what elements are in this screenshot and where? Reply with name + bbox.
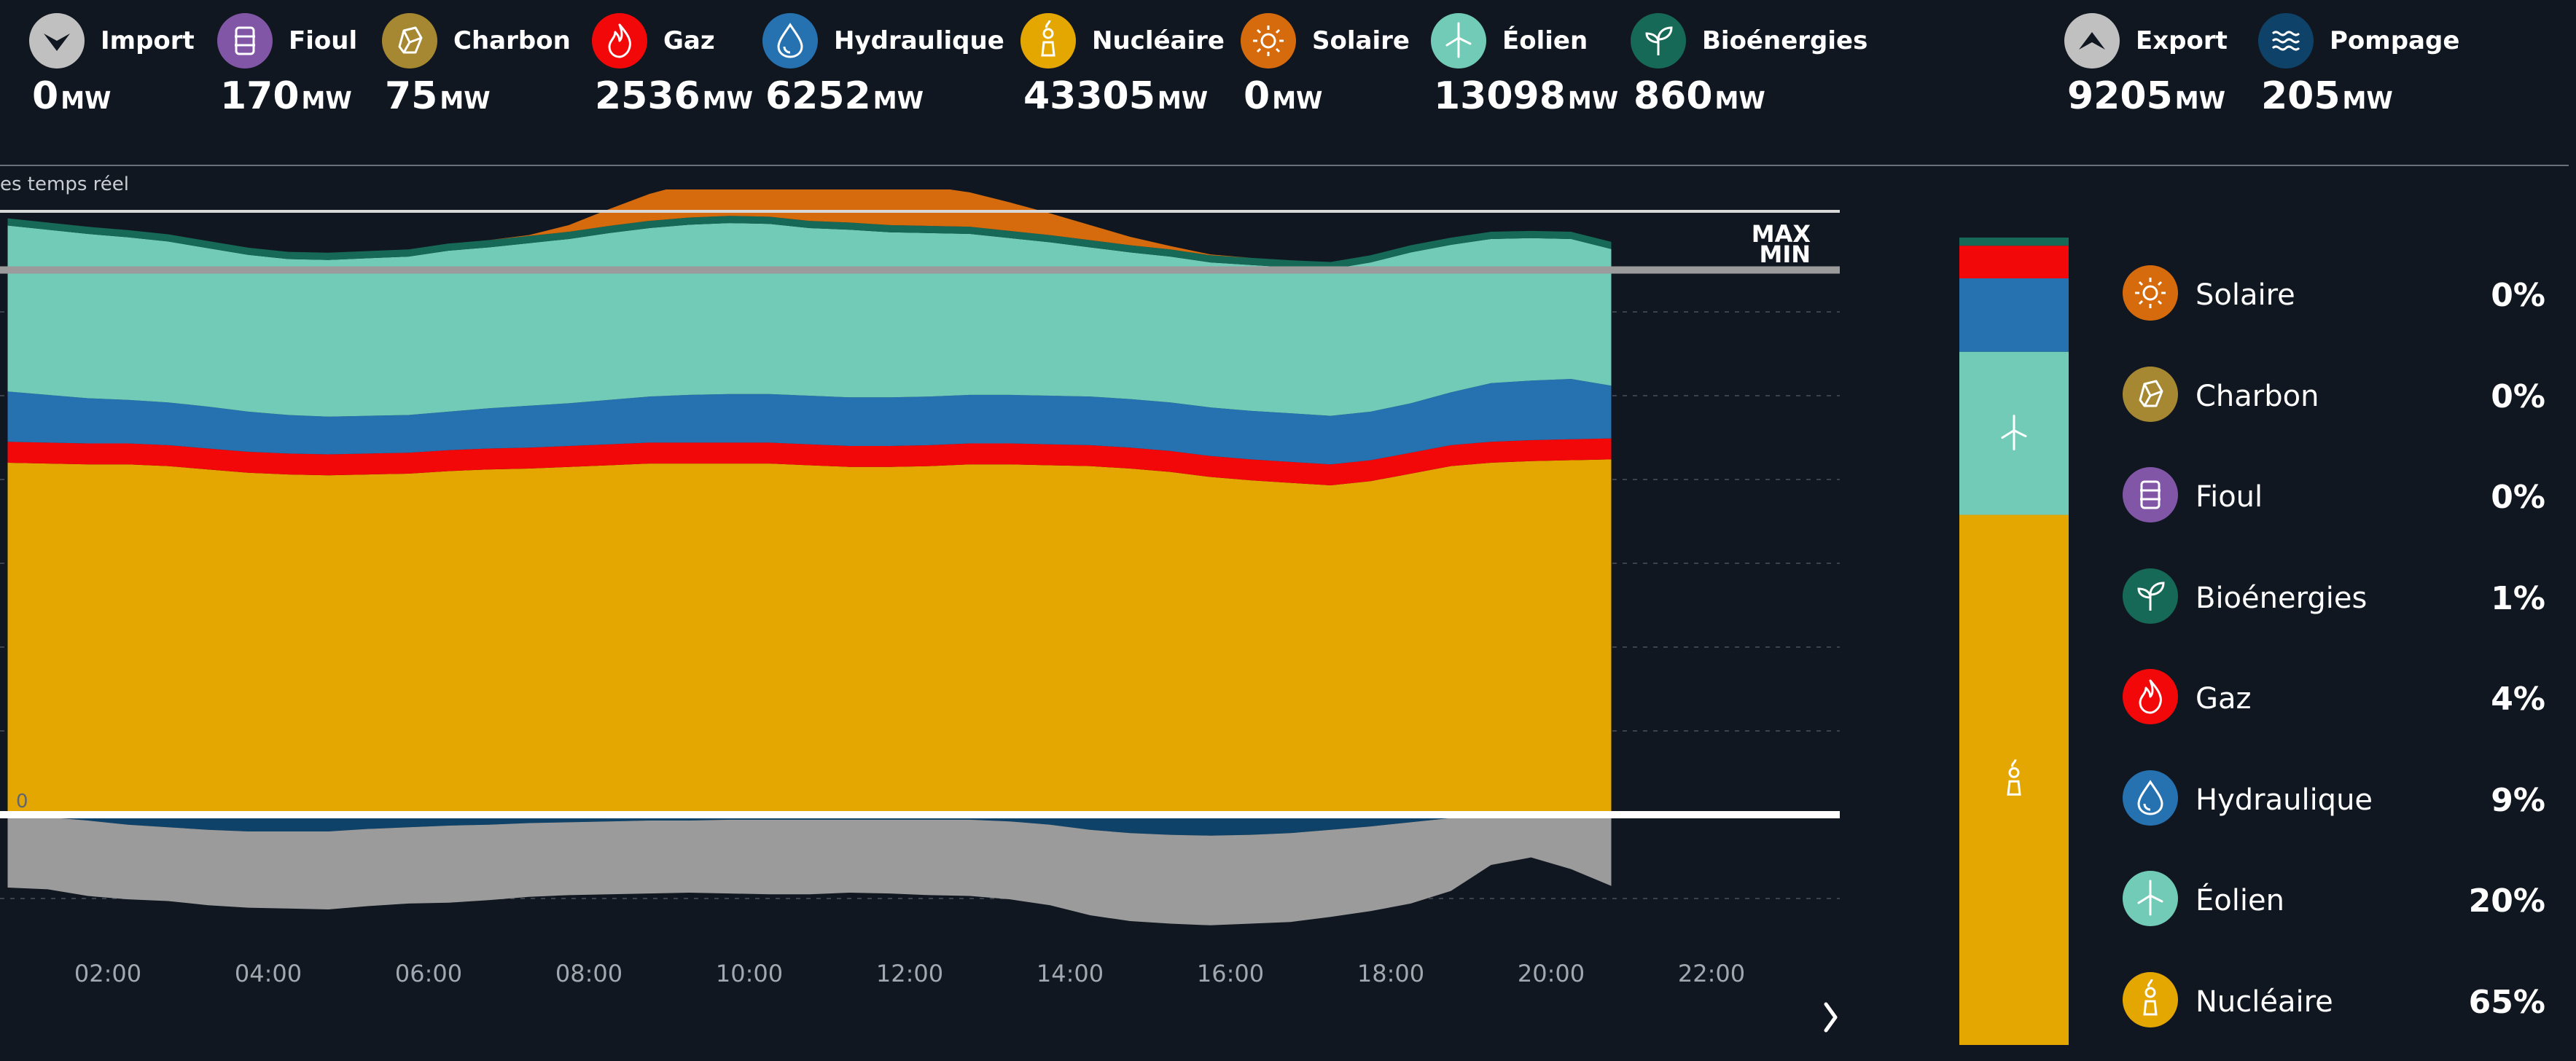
area-export (7, 816, 1612, 925)
x-tick-label: 22:00 (1678, 960, 1745, 987)
x-tick-label: 10:00 (716, 960, 783, 987)
coal-icon (382, 13, 437, 68)
legend-percent: 0% (2491, 479, 2545, 516)
x-tick-label: 06:00 (395, 960, 462, 987)
legend-item: Nucléaire 65% (2123, 962, 2545, 1038)
legend-percent: 1% (2491, 579, 2545, 617)
source-value: 75MW (385, 74, 491, 118)
mix-segment-bioénergies (1959, 238, 2069, 246)
flame-icon (592, 13, 647, 68)
mix-segment-nucléaire (1959, 514, 2069, 1045)
legend-name: Gaz (2196, 682, 2252, 716)
source-value: 0MW (1244, 74, 1323, 118)
legend-name: Hydraulique (2196, 783, 2373, 817)
legend-name: Éolien (2196, 884, 2284, 917)
nuclear-plant-icon (2007, 759, 2021, 796)
x-tick-label: 08:00 (555, 960, 622, 987)
area-pompage (7, 815, 1612, 836)
legend-percent: 0% (2491, 277, 2545, 314)
legend-item: Éolien 20% (2123, 861, 2545, 936)
legend-name: Solaire (2196, 278, 2295, 312)
x-tick-label: 16:00 (1197, 960, 1264, 987)
source-name: Export (2136, 26, 2228, 55)
chevron-down-icon (29, 13, 85, 68)
header-separator (0, 165, 2569, 166)
waves-icon (2258, 13, 2314, 68)
source-name: Bioénergies (1702, 26, 1868, 55)
source-value: 9205MW (2067, 74, 2225, 118)
legend-item: Charbon 0% (2123, 356, 2545, 432)
source-name: Charbon (453, 26, 571, 55)
source-value: 13098MW (1434, 74, 1619, 118)
nuclear-plant-icon (1020, 13, 1076, 68)
barrel-icon (2123, 467, 2178, 522)
legend-percent: 9% (2491, 781, 2545, 819)
source-value: 6252MW (765, 74, 924, 118)
area-nucléaire (7, 459, 1612, 815)
source-name: Nucléaire (1092, 26, 1225, 55)
legend-item: Gaz 4% (2123, 659, 2545, 735)
area-solaire (7, 189, 1612, 262)
source-name: Hydraulique (834, 26, 1004, 55)
source-value: 170MW (220, 74, 352, 118)
source-name: Gaz (663, 26, 715, 55)
energy-mix-bar (1959, 238, 2069, 1045)
x-tick-label: 14:00 (1037, 960, 1104, 987)
legend-item: Fioul 0% (2123, 457, 2545, 533)
wind-turbine-icon (2001, 415, 2027, 451)
coal-icon (2123, 366, 2178, 422)
chart-label: es temps réel (0, 173, 129, 195)
legend-item: Solaire 0% (2123, 255, 2545, 331)
legend-name: Charbon (2196, 379, 2319, 413)
nuclear-plant-icon (2123, 971, 2178, 1027)
x-tick-label: 20:00 (1518, 960, 1585, 987)
x-tick-label: 18:00 (1357, 960, 1424, 987)
wind-turbine-icon (2123, 871, 2178, 926)
legend-item: Bioénergies 1% (2123, 558, 2545, 634)
area-bioénergies (7, 216, 1612, 270)
legend-name: Bioénergies (2196, 581, 2368, 615)
area-hydraulique (7, 379, 1612, 465)
source-value: 205MW (2261, 74, 2393, 118)
sprout-icon (2123, 568, 2178, 624)
source-name: Solaire (1312, 26, 1410, 55)
next-arrow-icon[interactable] (1824, 1002, 1838, 1033)
x-tick-label: 02:00 (74, 960, 141, 987)
flame-icon (2123, 669, 2178, 724)
production-header: Import 0MW Fioul 170MW Charbon 75MW Gaz 2536MW H… (0, 0, 2576, 165)
water-drop-icon (2123, 770, 2178, 826)
source-name: Pompage (2330, 26, 2460, 55)
min-label: MIN (1759, 240, 1811, 268)
source-value: 860MW (1634, 74, 1765, 118)
mix-segment-hydraulique (1959, 278, 2069, 352)
max-label: MAX (1752, 220, 1811, 248)
legend-item: Hydraulique 9% (2123, 760, 2545, 836)
barrel-icon (217, 13, 273, 68)
legend-percent: 0% (2491, 377, 2545, 415)
wind-turbine-icon (1431, 13, 1486, 68)
area-gaz (7, 438, 1612, 486)
legend-percent: 20% (2468, 882, 2545, 920)
legend-name: Nucléaire (2196, 984, 2333, 1019)
legend-percent: 65% (2468, 983, 2545, 1021)
source-value: 2536MW (595, 74, 753, 118)
source-name: Import (101, 26, 195, 55)
x-tick-label: 12:00 (876, 960, 943, 987)
sun-icon (1241, 13, 1296, 68)
source-name: Fioul (289, 26, 358, 55)
mix-segment-gaz (1959, 246, 2069, 278)
y-tick-label: 0 (16, 791, 28, 813)
source-value: 0MW (32, 74, 112, 118)
x-tick-label: 04:00 (235, 960, 302, 987)
water-drop-icon (762, 13, 818, 68)
legend-percent: 4% (2491, 681, 2545, 718)
legend-name: Fioul (2196, 480, 2263, 514)
chevron-up-icon (2064, 13, 2120, 68)
source-value: 43305MW (1023, 74, 1209, 118)
source-name: Éolien (1502, 26, 1588, 55)
sprout-icon (1631, 13, 1686, 68)
sun-icon (2123, 265, 2178, 321)
